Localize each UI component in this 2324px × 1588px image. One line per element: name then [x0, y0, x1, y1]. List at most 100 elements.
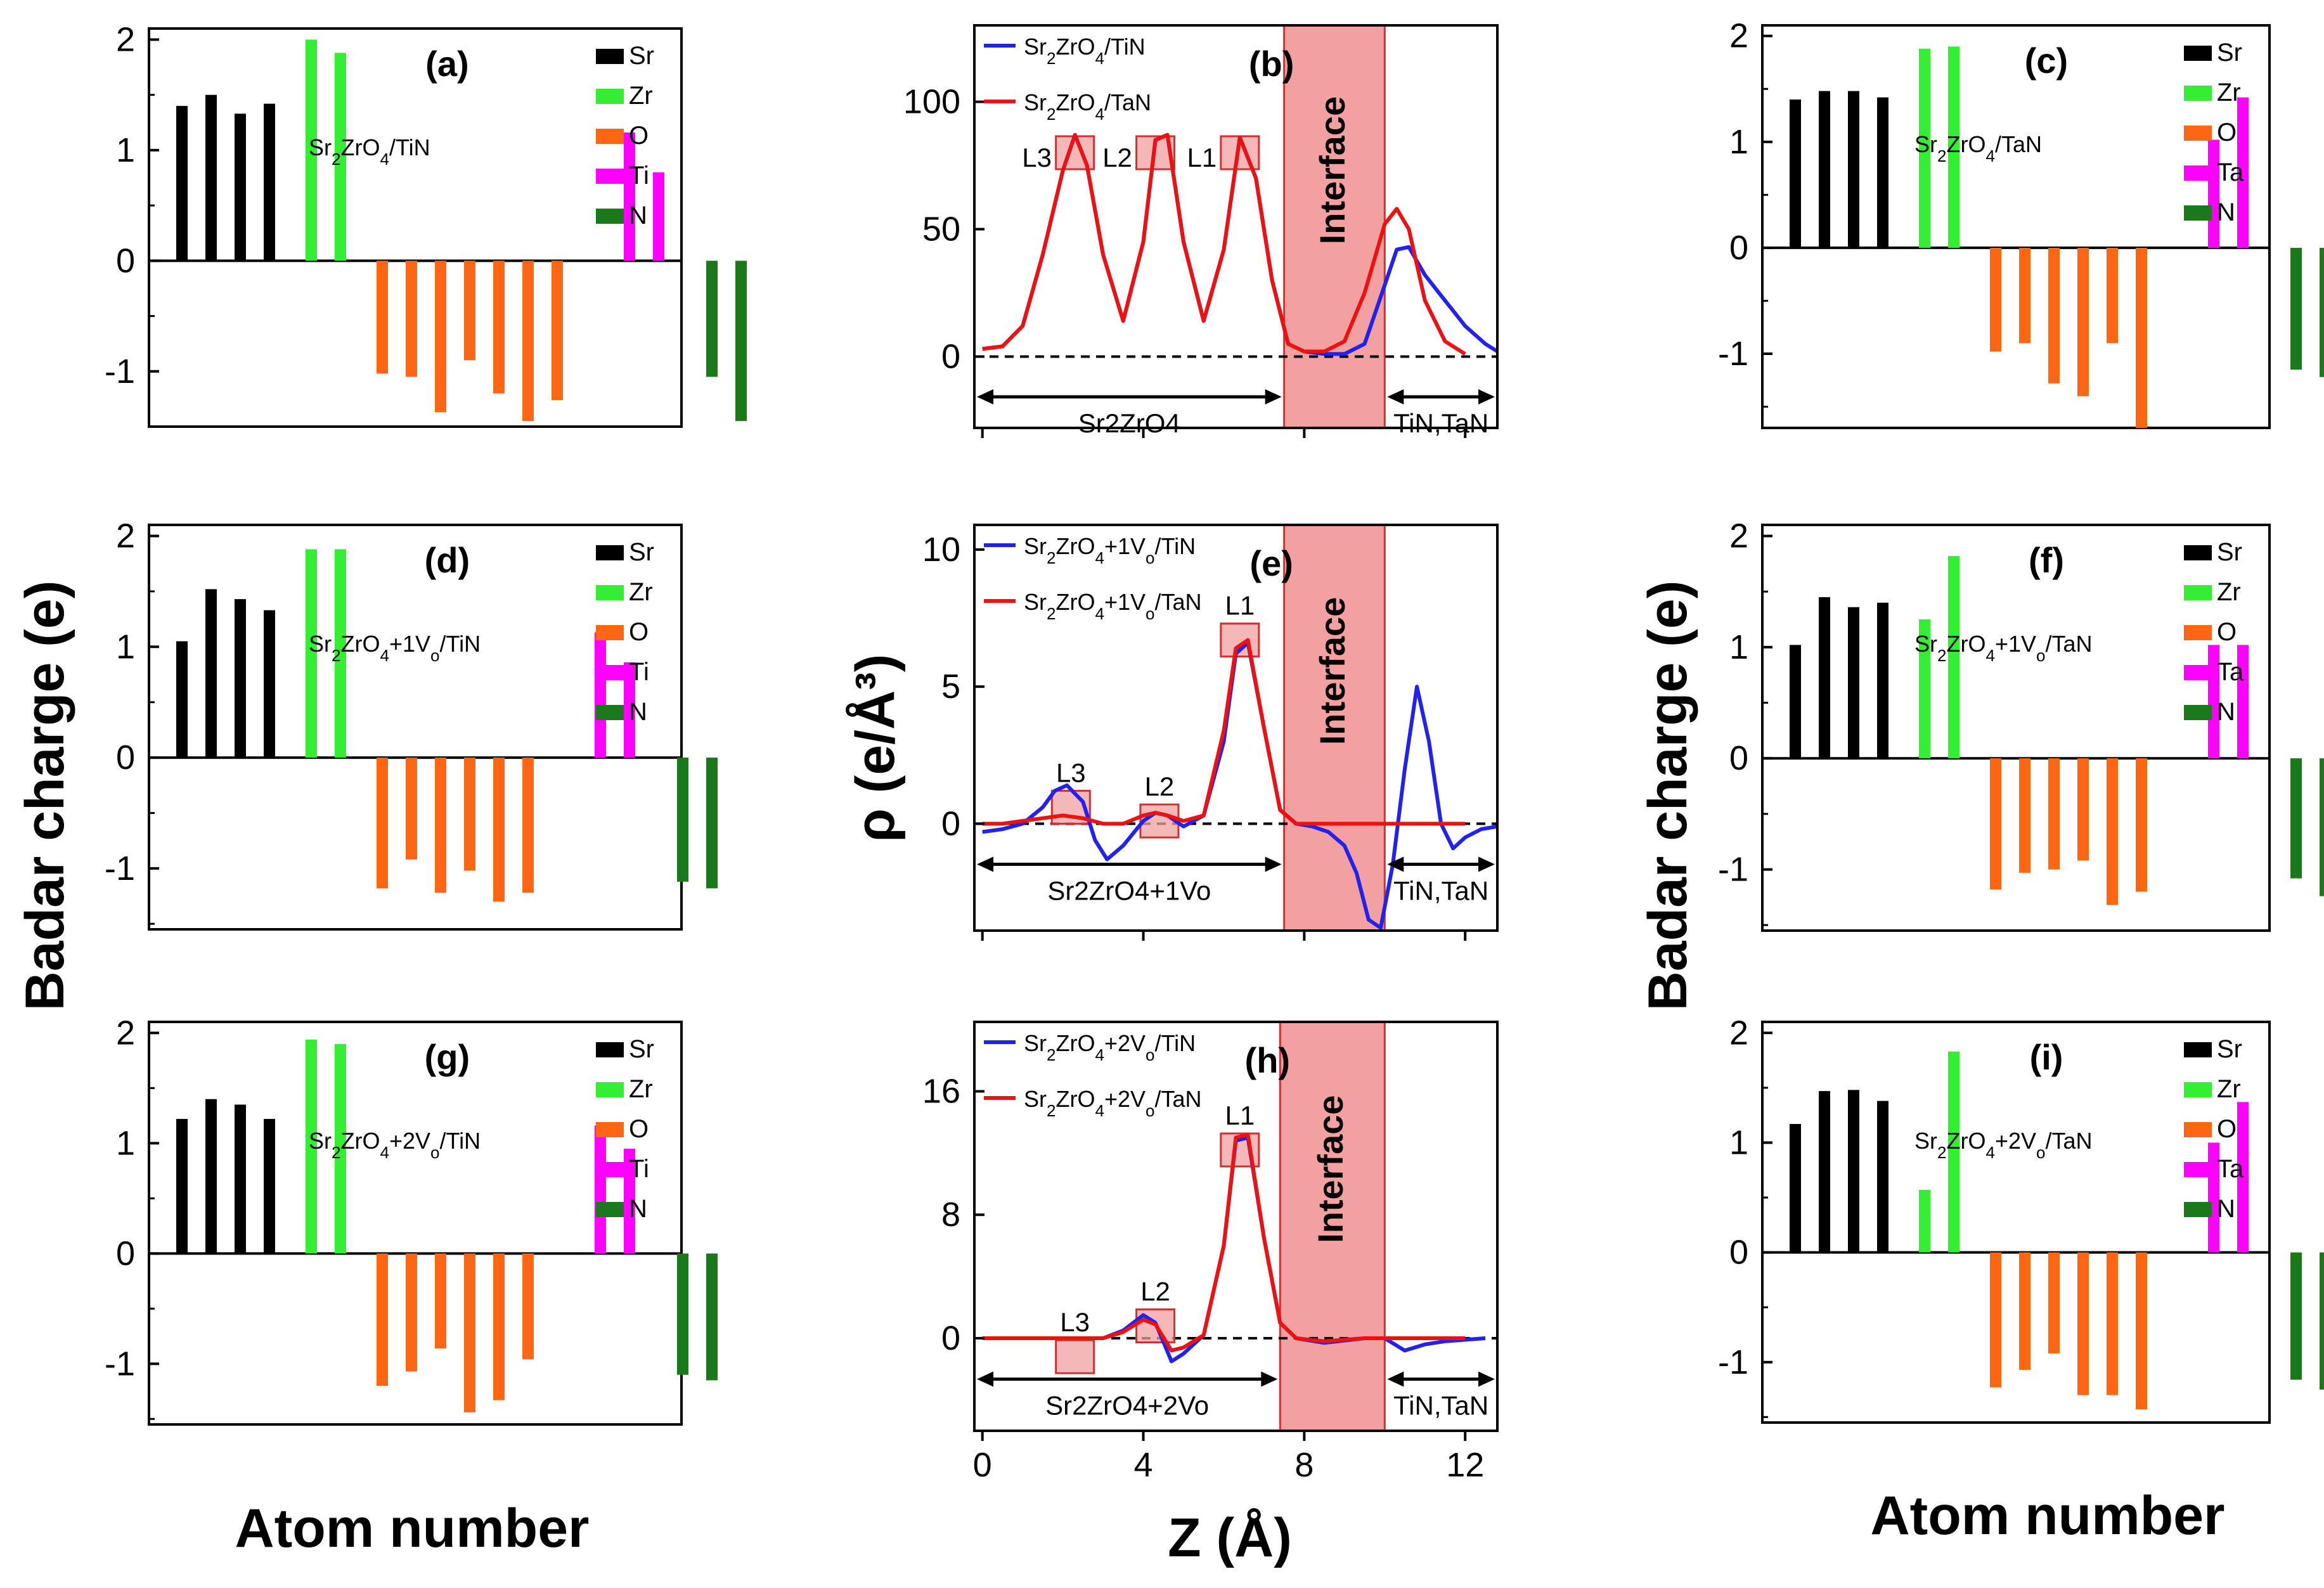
bar-O-g — [377, 1253, 388, 1386]
ytick-label-h: 0 — [941, 1319, 960, 1357]
axes-frame-h — [973, 1021, 1499, 1432]
bar-Sr-c — [1819, 91, 1830, 248]
series-line-tan_line-e — [982, 638, 1466, 826]
bar-Sr-a — [176, 106, 188, 261]
compound-label-f: Sr2ZrO4+1Vo/TaN — [1914, 631, 2093, 665]
panel-label-e: (e) — [1249, 543, 1293, 583]
legend-swatch-Sr-f — [2184, 545, 2212, 560]
bar-O-d — [406, 758, 417, 860]
xtick-label-h: 12 — [1446, 1446, 1484, 1484]
bar-O-g — [406, 1253, 417, 1372]
legend-label-Ta-f: Ta — [2217, 658, 2244, 686]
ytick-label-i: 1 — [1729, 1123, 1748, 1161]
bar-Ta-c — [2208, 139, 2219, 248]
ytick-label-f: 2 — [1729, 517, 1748, 555]
bar-Ti-a — [624, 132, 635, 261]
legend-label-Zr-g: Zr — [629, 1075, 653, 1103]
bar-N-g — [706, 1253, 718, 1381]
legend-swatch-N-i — [2184, 1202, 2212, 1217]
bar-N-d — [706, 758, 718, 889]
bar-Sr-a — [235, 113, 246, 261]
panel-a: 2 1 0 -1 Sr Zr O Ti N (a) Sr2ZrO4/TiN — [105, 20, 747, 428]
axes-frame-e — [973, 524, 1499, 932]
ytick-label-a: -1 — [105, 352, 135, 391]
ytick-label-c: 0 — [1729, 229, 1748, 267]
legend-label-Sr-c: Sr — [2217, 39, 2242, 67]
legend-swatch-Ta-f — [2184, 665, 2212, 680]
bar-O-f — [2077, 758, 2089, 861]
legend-label-O-d: O — [629, 618, 649, 646]
legend-swatch-N-g — [596, 1202, 624, 1217]
legend-swatch-Zr-d — [596, 585, 624, 600]
bar-O-a — [377, 261, 388, 374]
bar-O-d — [493, 758, 505, 902]
bar-Sr-d — [235, 599, 246, 758]
bar-N-c — [2320, 247, 2324, 377]
xtick-label-h: 4 — [1134, 1446, 1153, 1484]
region-arrowhead-b — [1265, 389, 1282, 404]
bar-O-c — [2048, 247, 2060, 384]
center-ylabel: ρ (e/Å³) — [845, 654, 906, 842]
ytick-label-h: 16 — [922, 1073, 960, 1111]
bar-Sr-f — [1877, 602, 1888, 759]
bar-O-c — [2107, 247, 2118, 344]
region-label-left-h: Sr2ZrO4+2Vo — [1045, 1390, 1209, 1420]
bar-Ti-g — [595, 1125, 606, 1254]
interface-label-e: Interface — [1312, 597, 1352, 745]
bar-Zr-a — [306, 39, 317, 261]
bar-O-a — [552, 261, 563, 401]
layer-label-L2-e: L2 — [1145, 771, 1175, 801]
region-arrowhead-h — [1261, 1371, 1278, 1387]
legend-swatch-Ti-d — [596, 665, 624, 680]
axes-frame-i — [1761, 1021, 2271, 1424]
legend-label-Sr-f: Sr — [2217, 538, 2242, 566]
legend-swatch-Zr-f — [2184, 585, 2212, 600]
bar-O-d — [464, 758, 475, 871]
bar-Sr-d — [205, 589, 217, 758]
bar-O-f — [2136, 758, 2147, 892]
bar-Sr-i — [1848, 1090, 1859, 1253]
legend-label-Sr-g: Sr — [629, 1035, 654, 1063]
ytick-label-i: -1 — [1718, 1343, 1748, 1381]
legend-swatch-Sr-i — [2184, 1042, 2212, 1057]
bar-Sr-f — [1848, 607, 1859, 759]
legend-label-O-g: O — [629, 1115, 649, 1143]
bar-Sr-i — [1790, 1124, 1801, 1253]
ytick-label-i: 0 — [1729, 1234, 1748, 1272]
legend-label-O-i: O — [2217, 1115, 2237, 1143]
region-label-left-e: Sr2ZrO4+1Vo — [1047, 875, 1211, 905]
bar-Zr-d — [335, 549, 346, 758]
legend-label-tan_line-h: Sr2ZrO4+2Vo/TaN — [1024, 1086, 1202, 1120]
bar-N-f — [2290, 758, 2302, 879]
bar-O-a — [522, 261, 534, 422]
ytick-label-e: 10 — [922, 531, 960, 569]
legend-label-Zr-d: Zr — [629, 578, 653, 606]
legend-label-N-d: N — [629, 698, 647, 726]
interface-label-b: Interface — [1312, 96, 1352, 244]
panel-label-h: (h) — [1245, 1040, 1291, 1080]
bar-O-d — [377, 758, 388, 889]
region-arrowhead-e — [1265, 856, 1282, 872]
center-xlabel: Z (Å) — [1168, 1507, 1292, 1568]
ytick-label-a: 0 — [116, 242, 135, 280]
legend-swatch-N-c — [2184, 205, 2212, 221]
compound-label-c: Sr2ZrO4/TaN — [1914, 131, 2042, 165]
bar-N-a — [735, 261, 747, 422]
ytick-label-g: 2 — [116, 1014, 135, 1052]
ytick-label-a: 2 — [116, 20, 135, 58]
bar-O-c — [2077, 247, 2089, 396]
region-arrowhead-b — [977, 389, 993, 404]
legend-swatch-O-g — [596, 1122, 624, 1137]
bar-Sr-d — [264, 610, 275, 758]
compound-label-g: Sr2ZrO4+2Vo/TiN — [309, 1128, 481, 1162]
legend-label-tin_line-e: Sr2ZrO4+1Vo/TiN — [1024, 533, 1196, 567]
region-arrowhead-h — [1387, 1371, 1404, 1387]
legend-swatch-Sr-g — [596, 1042, 624, 1057]
bar-Sr-a — [264, 103, 275, 261]
bar-Ti-d — [595, 632, 606, 758]
panel-i: 2 1 0 -1 Sr Zr O Ta N (i) Sr2ZrO4+2Vo/TaN — [1718, 1014, 2324, 1424]
bar-Zr-i — [1919, 1189, 1930, 1253]
interface-label-h: Interface — [1310, 1095, 1350, 1243]
bar-N-d — [677, 758, 688, 882]
legend-label-Sr-a: Sr — [629, 42, 654, 70]
